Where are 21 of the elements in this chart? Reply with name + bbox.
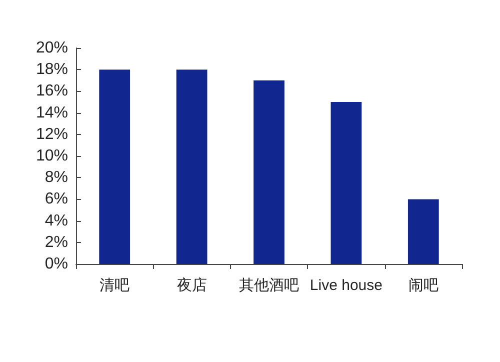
x-tick-label: Live house [310,277,382,294]
x-tick-label: 其他酒吧 [239,277,299,294]
y-tick-label: 12% [36,126,68,143]
y-tick-label: 16% [36,82,68,100]
y-tick-label: 18% [36,61,68,78]
x-tick-label: 清吧 [100,277,130,294]
bar [254,80,284,264]
y-tick-label: 4% [44,212,68,230]
y-tick-label: 6% [44,190,68,208]
bar [330,102,362,264]
x-tick-label: 闹吧 [408,277,438,294]
bar [176,70,208,264]
x-tick-label: 夜店 [176,277,207,294]
y-tick-label: 8% [44,169,68,186]
y-tick-label: 10% [36,148,68,164]
y-tick-label: 20% [36,40,68,56]
bar [99,70,130,264]
y-tick-label: 2% [44,234,68,251]
y-tick-label: 0% [44,256,68,272]
bar [408,199,439,264]
y-tick-label: 14% [36,104,68,122]
